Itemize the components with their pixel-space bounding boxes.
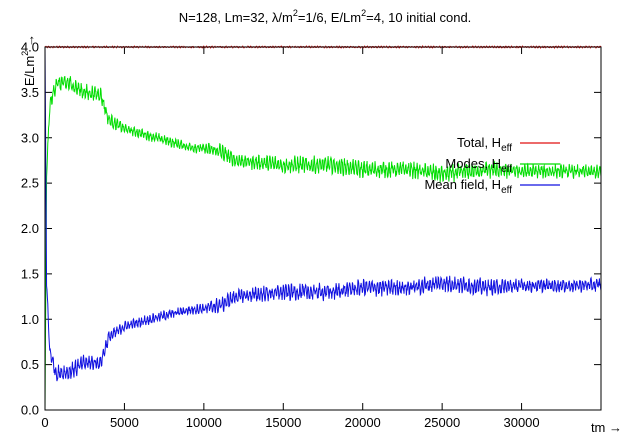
y-tick-label: 1.5: [21, 266, 39, 281]
y-tick-label: 2.0: [21, 221, 39, 236]
y-axis-label-sup: 2: [20, 51, 30, 56]
axis-ticks: 0 5000 10000 15000 20000 25000 30000 0.0 0.5 1.0 1…: [21, 40, 601, 430]
x-tick-label: 25000: [424, 415, 460, 430]
chart-legend: Total, Heff Modes, Heff Mean field, Heff: [424, 135, 560, 196]
x-tick-label: 5000: [110, 415, 139, 430]
y-axis-label-arrow: →: [22, 34, 37, 47]
y-tick-label: 1.0: [21, 312, 39, 327]
series-lines: [44, 44, 602, 411]
legend-label-2: Mean field, Heff: [424, 177, 512, 196]
chart-title-sup2: 2: [361, 8, 366, 18]
x-tick-label: 0: [41, 415, 48, 430]
y-tick-label: 3.5: [21, 85, 39, 100]
y-tick-label: 0.5: [21, 357, 39, 372]
x-tick-label: 30000: [503, 415, 539, 430]
x-axis-label: tm →: [591, 420, 622, 435]
chart-title-prefix: N=128, Lm=32, λ/m: [179, 10, 293, 25]
y-axis-label: E/Lm2 →: [20, 34, 37, 86]
legend-label-1: Modes, Heff: [445, 156, 512, 175]
chart-title-middle: =1/6, E/Lm: [298, 10, 361, 25]
x-tick-label: 20000: [345, 415, 381, 430]
y-tick-label: 0.0: [21, 403, 39, 418]
chart-title-suffix: =4, 10 initial cond.: [366, 10, 471, 25]
legend-label-0: Total, Heff: [457, 135, 512, 154]
plot-frame: [44, 46, 602, 411]
y-tick-label: 4.0: [21, 40, 39, 55]
x-tick-label: 10000: [186, 415, 222, 430]
chart-title-sup1: 2: [293, 8, 298, 18]
chart-title: N=128, Lm=32, λ/m2=1/6, E/Lm2=4, 10 init…: [179, 8, 472, 25]
series-line-2: [44, 46, 602, 382]
series-line-1: [44, 76, 602, 411]
x-tick-label: 15000: [265, 415, 301, 430]
y-axis-label-base: E/Lm: [22, 56, 37, 86]
y-tick-label: 3.0: [21, 130, 39, 145]
y-tick-label: 2.5: [21, 176, 39, 191]
